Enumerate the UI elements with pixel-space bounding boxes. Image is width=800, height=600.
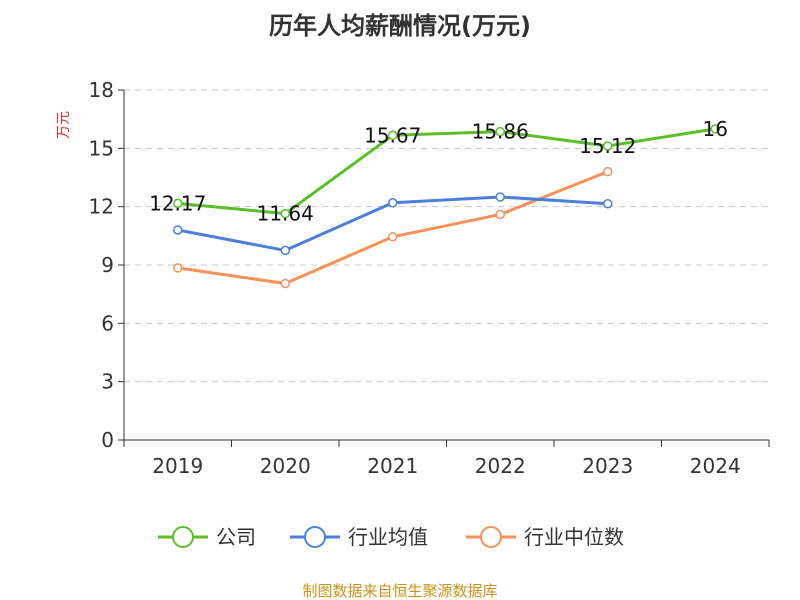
x-tick-label: 2024 <box>690 454 741 478</box>
data-label: 11.64 <box>257 202 314 226</box>
legend-marker-icon <box>172 526 194 548</box>
legend-label: 行业均值 <box>348 525 428 549</box>
data-point <box>495 126 505 137</box>
data-point <box>173 225 183 235</box>
axes: 0 3 6 9 12 15 18 2019 2020 2021 2022 2023 2024 <box>89 78 770 478</box>
x-tick-label: 2022 <box>475 454 526 478</box>
y-tick-label: 3 <box>101 370 114 394</box>
data-point <box>495 209 505 220</box>
legend-item[interactable]: 行业中位数 <box>466 525 624 549</box>
y-tick-label: 9 <box>101 253 114 277</box>
data-point <box>173 263 183 273</box>
series-line <box>176 127 717 216</box>
source-note: 制图数据来自恒生聚源数据库 <box>302 582 497 600</box>
y-axis-label: 万元 <box>56 111 72 139</box>
data-labels: 12.17 11.64 15.67 15.86 15.12 16 <box>149 117 728 226</box>
legend-label: 行业中位数 <box>524 525 624 549</box>
legend[interactable]: 公司 行业均值 行业中位数 <box>158 525 624 549</box>
y-tick-label: 15 <box>89 136 114 160</box>
data-label: 15.86 <box>472 120 529 144</box>
y-tick-label: 6 <box>101 311 114 335</box>
series-line <box>176 170 610 285</box>
data-point <box>280 208 290 219</box>
data-point <box>280 278 290 289</box>
data-point <box>603 141 613 151</box>
data-label: 15.67 <box>364 123 421 147</box>
data-point <box>495 192 505 202</box>
chart-title: 历年人均薪酬情况(万元) <box>269 12 531 40</box>
data-point <box>710 124 720 134</box>
data-label: 12.17 <box>149 191 206 215</box>
y-tick-label: 18 <box>89 78 114 102</box>
data-point <box>603 166 613 177</box>
data-point <box>388 198 398 208</box>
legend-item[interactable]: 行业均值 <box>290 525 428 549</box>
data-point <box>280 245 290 256</box>
grid <box>124 89 769 383</box>
data-label: 16 <box>703 117 728 141</box>
y-tick-label: 0 <box>101 428 114 452</box>
data-point <box>388 130 398 141</box>
data-point <box>388 232 398 242</box>
legend-label: 公司 <box>216 525 256 549</box>
data-point <box>603 199 613 209</box>
x-tick-label: 2021 <box>367 454 418 478</box>
y-tick-label: 12 <box>89 195 114 219</box>
x-tick-label: 2023 <box>582 454 633 478</box>
data-label: 15.12 <box>579 134 636 158</box>
series-group <box>173 124 720 289</box>
legend-marker-icon <box>480 526 502 548</box>
data-point <box>173 198 183 209</box>
legend-item[interactable]: 公司 <box>158 525 256 549</box>
x-tick-label: 2020 <box>260 454 311 478</box>
x-tick-label: 2019 <box>152 454 203 478</box>
legend-marker-icon <box>304 526 326 548</box>
